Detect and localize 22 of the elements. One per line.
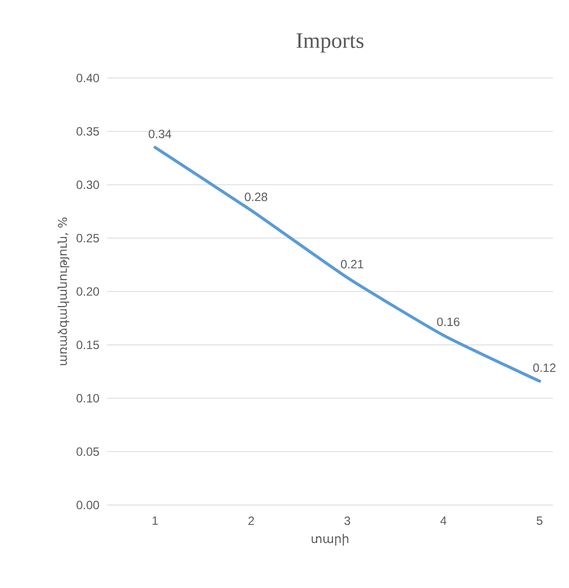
y-tick-label: 0.10 xyxy=(76,394,100,403)
data-label: 0.16 xyxy=(437,318,460,326)
y-tick-label: 0.15 xyxy=(76,340,99,350)
y-tick-label: 0.05 xyxy=(76,447,99,456)
y-tick-label: 0.30 xyxy=(76,180,100,189)
x-tick-label: 4 xyxy=(440,516,446,525)
data-label: 0.28 xyxy=(244,192,268,202)
y-axis-title: առաձգականություն, % xyxy=(58,218,70,366)
y-tick-label: 0.00 xyxy=(76,500,100,510)
data-label: 0.12 xyxy=(533,363,556,372)
x-tick-label: 3 xyxy=(344,516,350,526)
y-tick-label: 0.35 xyxy=(76,127,99,136)
y-tick-label: 0.25 xyxy=(76,234,99,242)
data-label: 0.21 xyxy=(340,260,364,268)
x-tick-label: 2 xyxy=(248,516,254,525)
chart-title: Imports xyxy=(296,33,364,52)
x-tick-label: 1 xyxy=(152,516,158,525)
x-tick-label: 5 xyxy=(536,516,542,525)
data-label: 0.34 xyxy=(148,130,172,138)
y-tick-label: 0.20 xyxy=(76,287,100,296)
x-axis-title: տարի xyxy=(312,534,348,546)
y-tick-label: 0.40 xyxy=(76,74,100,82)
